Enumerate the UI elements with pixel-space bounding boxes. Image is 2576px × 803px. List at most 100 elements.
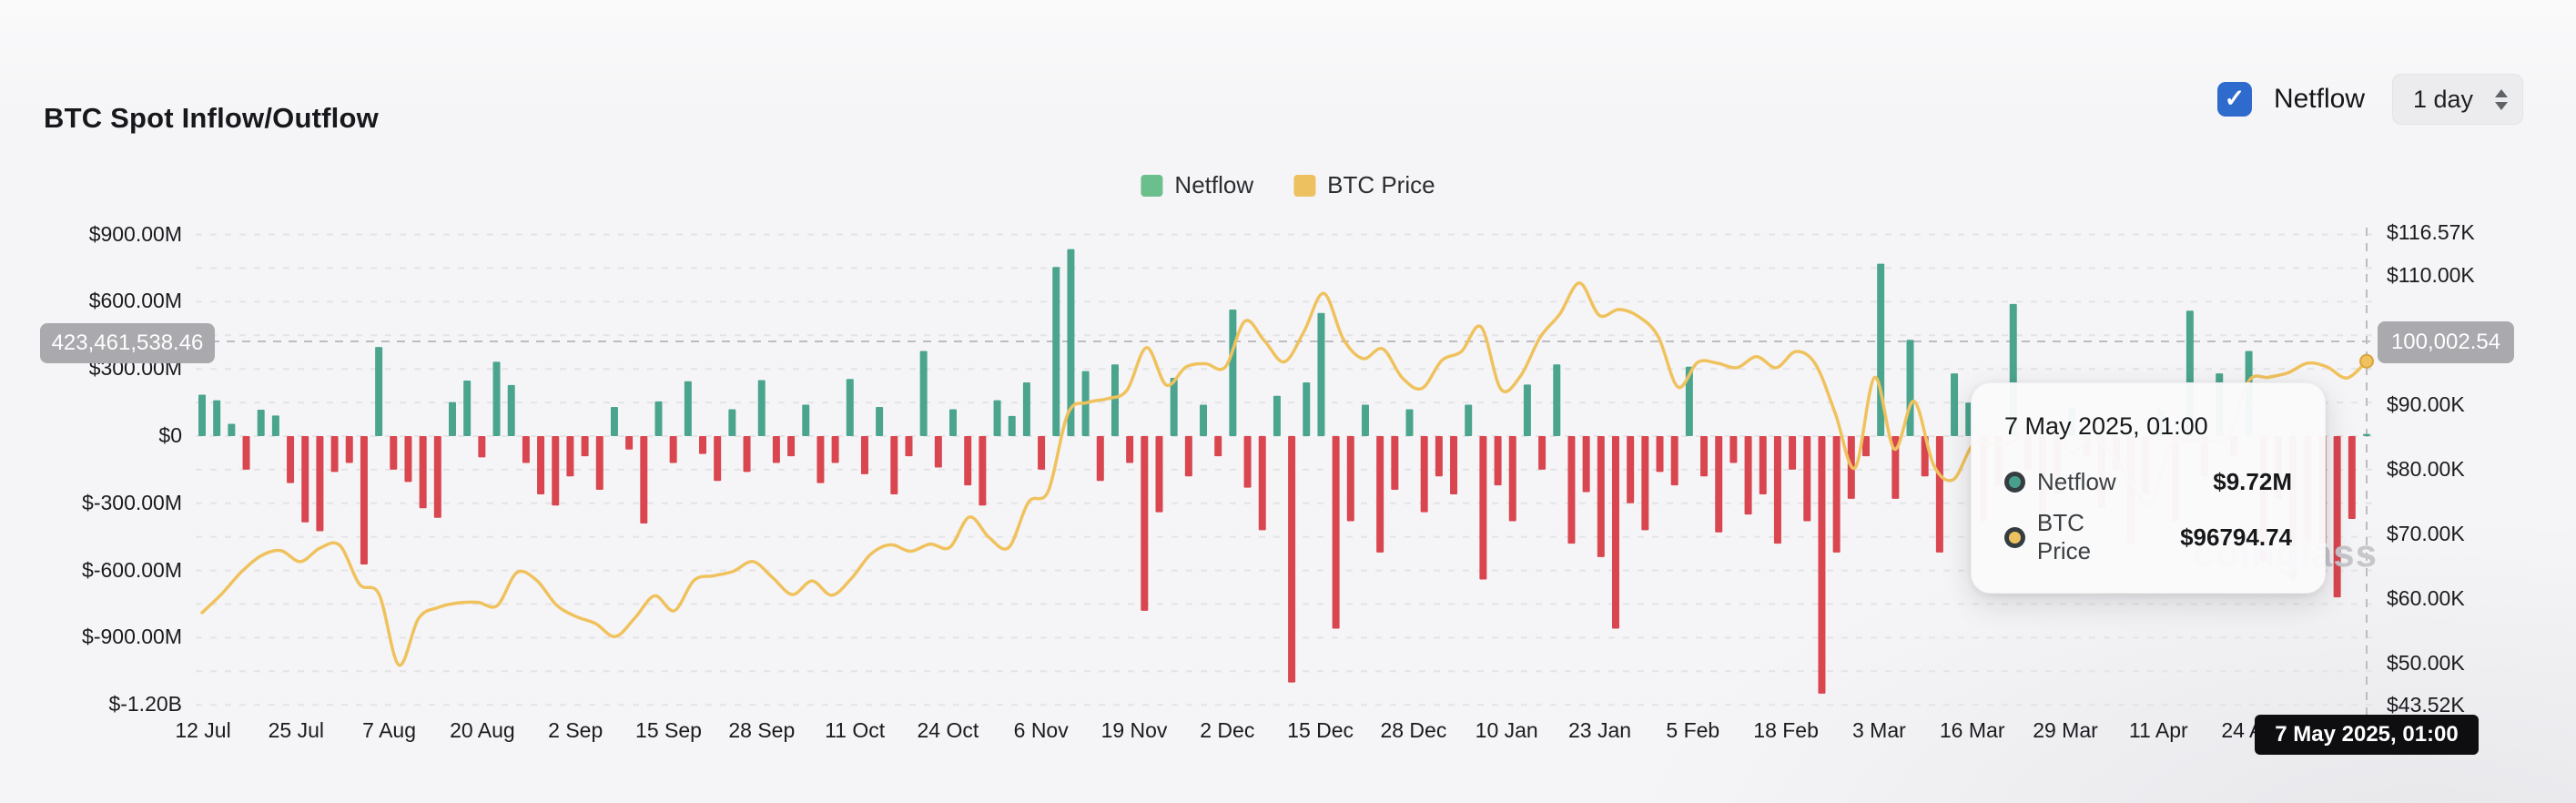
netflow-bar	[463, 380, 472, 436]
btc-price-bullet-icon	[2004, 526, 2025, 548]
netflow-bar	[2363, 433, 2370, 436]
netflow-bar	[1729, 436, 1738, 463]
netflow-bar	[669, 436, 677, 463]
netflow-checkbox[interactable]: ✓	[2216, 82, 2252, 117]
header-controls: ✓ Netflow 1 day	[2216, 73, 2523, 126]
netflow-bar	[1832, 436, 1841, 553]
netflow-bar	[1891, 436, 1900, 499]
netflow-bar	[316, 436, 324, 532]
netflow-bar	[1420, 436, 1428, 513]
netflow-bar	[242, 436, 250, 470]
netflow-bar	[1008, 415, 1016, 436]
netflow-bar	[1038, 436, 1046, 470]
netflow-bar	[1184, 436, 1192, 477]
netflow-bar	[390, 436, 398, 470]
netflow-bar	[1744, 436, 1752, 515]
netflow-bar	[699, 436, 707, 454]
tooltip-netflow-value: $9.72M	[2213, 468, 2292, 495]
netflow-bar	[934, 436, 942, 468]
netflow-bar	[757, 380, 766, 436]
netflow-bar	[1435, 436, 1443, 477]
netflow-bar	[581, 436, 589, 457]
netflow-bar	[213, 400, 221, 436]
netflow-bar	[271, 415, 279, 436]
netflow-bar	[1700, 436, 1709, 477]
netflow-bar	[522, 436, 530, 463]
tooltip-row-btc-price: BTC Price $96794.74	[2004, 509, 2292, 565]
netflow-bar	[1641, 436, 1649, 531]
netflow-bar	[1096, 436, 1104, 482]
netflow-bar	[1111, 364, 1119, 436]
netflow-bar	[2348, 436, 2356, 520]
tooltip-row-netflow: Netflow $9.72M	[2004, 468, 2292, 496]
btc-price-swatch-icon	[1293, 174, 1316, 197]
netflow-bar	[949, 409, 958, 436]
legend-item-netflow[interactable]: Netflow	[1141, 171, 1253, 199]
netflow-bar	[743, 436, 751, 473]
legend: Netflow BTC Price	[1141, 171, 1435, 199]
netflow-checkbox-label: Netflow	[2273, 84, 2365, 114]
netflow-bar	[1597, 436, 1605, 557]
netflow-bar	[566, 436, 574, 477]
tooltip-btc-price-value: $96794.74	[2180, 523, 2292, 551]
netflow-bar	[919, 351, 928, 436]
netflow-bar	[198, 394, 206, 436]
netflow-bar	[1376, 436, 1384, 553]
checkmark-icon: ✓	[2224, 84, 2246, 112]
netflow-bar	[1288, 436, 1296, 683]
netflow-bar	[419, 436, 427, 509]
netflow-bar	[1656, 436, 1664, 473]
netflow-bar	[375, 347, 383, 436]
netflow-bar	[1332, 436, 1340, 629]
netflow-bar	[1155, 436, 1163, 513]
netflow-bar	[1141, 436, 1149, 611]
spinner-chevrons-icon	[2495, 88, 2508, 110]
netflow-bar	[1523, 384, 1531, 436]
netflow-bar	[1450, 436, 1458, 494]
netflow-bar	[1715, 436, 1723, 533]
netflow-bullet-icon	[2004, 472, 2025, 493]
netflow-bar	[802, 404, 810, 436]
netflow-bar	[1508, 436, 1516, 522]
netflow-bar	[228, 423, 236, 436]
netflow-bar	[1611, 436, 1619, 629]
netflow-bar	[1258, 436, 1266, 531]
legend-item-btc-price[interactable]: BTC Price	[1293, 171, 1435, 199]
netflow-bar	[1243, 436, 1252, 488]
netflow-bar	[1273, 395, 1281, 436]
netflow-bar	[507, 384, 515, 436]
netflow-bar	[1052, 267, 1060, 436]
netflow-bar	[1405, 409, 1414, 436]
netflow-bar	[1567, 436, 1576, 544]
netflow-bar	[257, 409, 265, 436]
netflow-bar	[449, 402, 457, 436]
chart-tooltip: 7 May 2025, 01:00 Netflow $9.72M BTC Pri…	[1971, 382, 2326, 594]
netflow-bar	[1494, 436, 1502, 486]
netflow-bar	[1538, 436, 1547, 470]
netflow-bar	[964, 436, 972, 486]
netflow-bar	[860, 436, 868, 474]
netflow-bar	[1126, 436, 1134, 463]
netflow-bar	[1627, 436, 1635, 503]
netflow-bar	[1685, 366, 1693, 436]
netflow-bar	[1670, 436, 1678, 486]
netflow-bar	[1773, 436, 1781, 544]
legend-label-btc-price: BTC Price	[1327, 171, 1435, 198]
netflow-bar	[492, 361, 501, 436]
price-line-endpoint	[2359, 353, 2374, 369]
netflow-bar	[772, 436, 780, 463]
netflow-bar	[1200, 404, 1208, 436]
netflow-bar	[301, 436, 309, 523]
interval-select[interactable]: 1 day	[2392, 74, 2523, 125]
crosshair-right-value-badge: 100,002.54	[2378, 321, 2514, 363]
netflow-bar	[1951, 373, 1959, 436]
netflow-bar	[1818, 436, 1826, 694]
netflow-bar	[1214, 436, 1222, 457]
legend-label-netflow: Netflow	[1174, 171, 1254, 198]
netflow-bar	[905, 436, 913, 457]
netflow-bar	[1022, 381, 1030, 436]
netflow-bar	[360, 436, 368, 564]
netflow-bar	[1303, 381, 1311, 436]
netflow-bar	[684, 381, 692, 436]
netflow-bar	[1465, 404, 1473, 436]
